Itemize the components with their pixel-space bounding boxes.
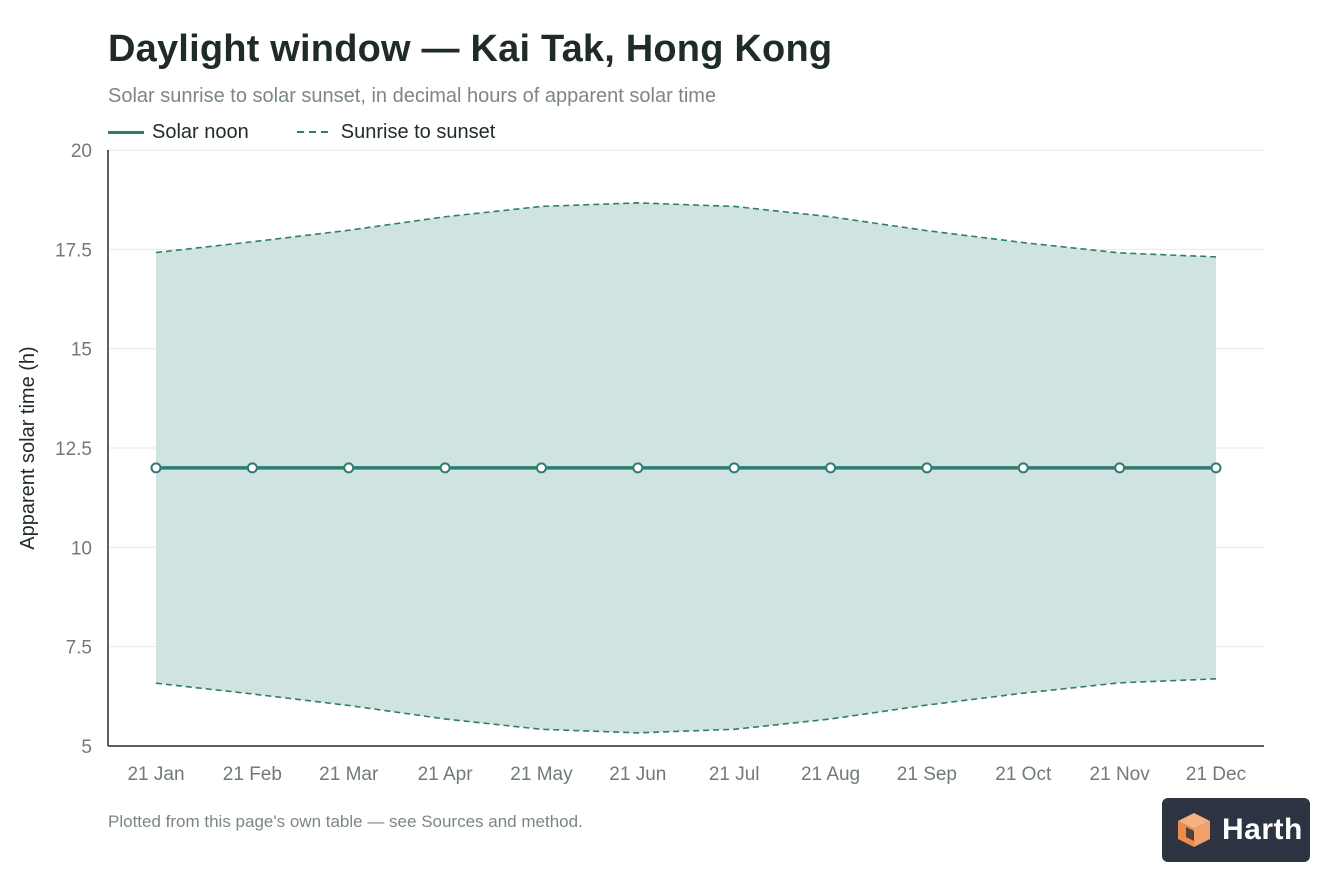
chart-title: Daylight window — Kai Tak, Hong Kong [108, 28, 833, 70]
y-tick-label: 20 [71, 141, 92, 162]
x-tick-label: 21 Feb [223, 764, 282, 785]
sunset-dashed-line [155, 202, 1217, 258]
solar-noon-point [728, 462, 740, 474]
chart-legend: Solar noon Sunrise to sunset [108, 120, 543, 144]
legend-label-sunrise-sunset: Sunrise to sunset [340, 120, 496, 143]
x-tick-label: 21 Jul [709, 764, 760, 785]
solar-noon-point [150, 462, 162, 474]
solar-noon-point [343, 462, 355, 474]
x-tick-label: 21 Dec [1186, 764, 1246, 785]
x-tick-label: 21 Oct [995, 764, 1052, 785]
y-tick-label: 12.5 [55, 439, 92, 460]
legend-label-solar-noon: Solar noon [152, 120, 249, 143]
solar-noon-point [825, 462, 837, 474]
cube-logo-icon [1178, 813, 1210, 847]
y-tick-label: 7.5 [66, 638, 92, 659]
x-tick-label: 21 Jun [609, 764, 666, 785]
logo-wordmark: Harth [1222, 813, 1303, 846]
legend-solid-line-swatch [108, 130, 144, 134]
x-tick-label: 21 Apr [418, 764, 474, 785]
harth-logo[interactable]: Harth [1162, 798, 1310, 862]
x-tick-label: 21 Mar [319, 764, 379, 785]
solar-noon-point [1114, 462, 1126, 474]
solar-noon-point [1017, 462, 1029, 474]
solar-noon-point [632, 462, 644, 474]
chart-footnote: Plotted from this page's own table — see… [108, 812, 583, 831]
axes [107, 150, 1264, 747]
legend-dashed-line-swatch [296, 131, 333, 133]
x-tick-label: 21 Nov [1090, 764, 1151, 785]
solar-noon-point [535, 462, 547, 474]
x-tick-label: 21 Sep [897, 764, 957, 785]
y-axis-label: Apparent solar time (h) [17, 346, 39, 549]
y-tick-label: 17.5 [55, 240, 92, 261]
legend-item-sunrise-sunset: Sunrise to sunset [296, 120, 496, 144]
daylight-chart: 5 7.5 10 12.5 15 17.5 20 21 Jan 21 Feb 21 Mar 21 A… [17, 141, 1264, 785]
y-tick-label: 10 [71, 538, 92, 559]
solar-noon-point [921, 462, 933, 474]
solar-noon-series [150, 462, 1222, 474]
y-tick-label: 5 [81, 737, 92, 758]
sunrise-dashed-line [155, 678, 1217, 734]
tick-labels: 5 7.5 10 12.5 15 17.5 20 21 Jan 21 Feb 21 Mar 21 A… [55, 141, 1246, 785]
solar-noon-point [1210, 462, 1222, 474]
y-tick-label: 15 [71, 340, 92, 361]
x-tick-label: 21 Jan [127, 764, 184, 785]
chart-subtitle: Solar sunrise to solar sunset, in decima… [108, 85, 717, 107]
solar-noon-point [439, 462, 451, 474]
solar-noon-point [246, 462, 258, 474]
x-tick-label: 21 May [510, 764, 573, 785]
x-tick-label: 21 Aug [801, 764, 860, 785]
legend-item-solar-noon: Solar noon [108, 121, 249, 144]
